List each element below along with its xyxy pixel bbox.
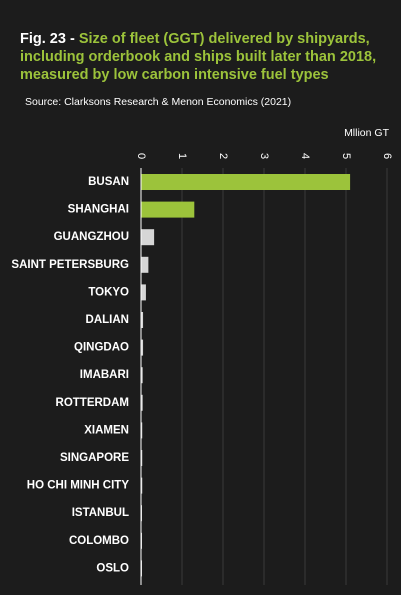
- category-label: XIAMEN: [84, 424, 129, 436]
- bar: [141, 477, 143, 494]
- x-tick-label: 1: [176, 153, 188, 159]
- category-label: ISTANBUL: [72, 507, 129, 519]
- category-label: OSLO: [96, 562, 129, 574]
- bar: [141, 256, 149, 273]
- figure-title-text: Size of fleet (GGT) delivered by shipyar…: [20, 31, 377, 83]
- category-label: TOKYO: [88, 286, 129, 298]
- category-label: SINGAPORE: [60, 452, 129, 464]
- bar: [141, 422, 143, 439]
- figure-number: Fig. 23 -: [20, 31, 75, 47]
- x-tick-label: 5: [340, 153, 352, 159]
- bar: [141, 339, 144, 356]
- unit-label: Mllion GT: [344, 127, 389, 139]
- category-label: DALIAN: [86, 314, 129, 326]
- x-tick-label: 6: [381, 153, 393, 159]
- bar: [141, 174, 351, 190]
- bar: [141, 367, 143, 384]
- category-label: GUANGZHOU: [54, 231, 129, 243]
- category-label: SHANGHAI: [68, 204, 129, 216]
- category-label: BUSAN: [88, 176, 129, 188]
- x-tick-label: 0: [135, 153, 147, 159]
- bar: [141, 450, 143, 466]
- bar: [141, 312, 144, 328]
- bar: [141, 201, 195, 218]
- bar: [141, 229, 155, 246]
- category-label: IMABARI: [80, 369, 129, 381]
- category-label: SAINT PETERSBURG: [11, 259, 129, 271]
- figure-source: Source: Clarksons Research & Menon Econo…: [25, 96, 292, 108]
- bar: [141, 394, 143, 411]
- bar: [141, 284, 146, 301]
- category-label: COLOMBO: [69, 535, 129, 547]
- x-tick-label: 2: [217, 153, 229, 159]
- category-label: QINGDAO: [74, 342, 129, 354]
- x-tick-label: 3: [258, 153, 270, 159]
- category-label: ROTTERDAM: [56, 397, 129, 409]
- category-label: HO CHI MINH CITY: [27, 480, 130, 492]
- x-tick-label: 4: [299, 153, 311, 159]
- figure-title: Fig. 23 - Size of fleet (GGT) delivered …: [20, 30, 390, 84]
